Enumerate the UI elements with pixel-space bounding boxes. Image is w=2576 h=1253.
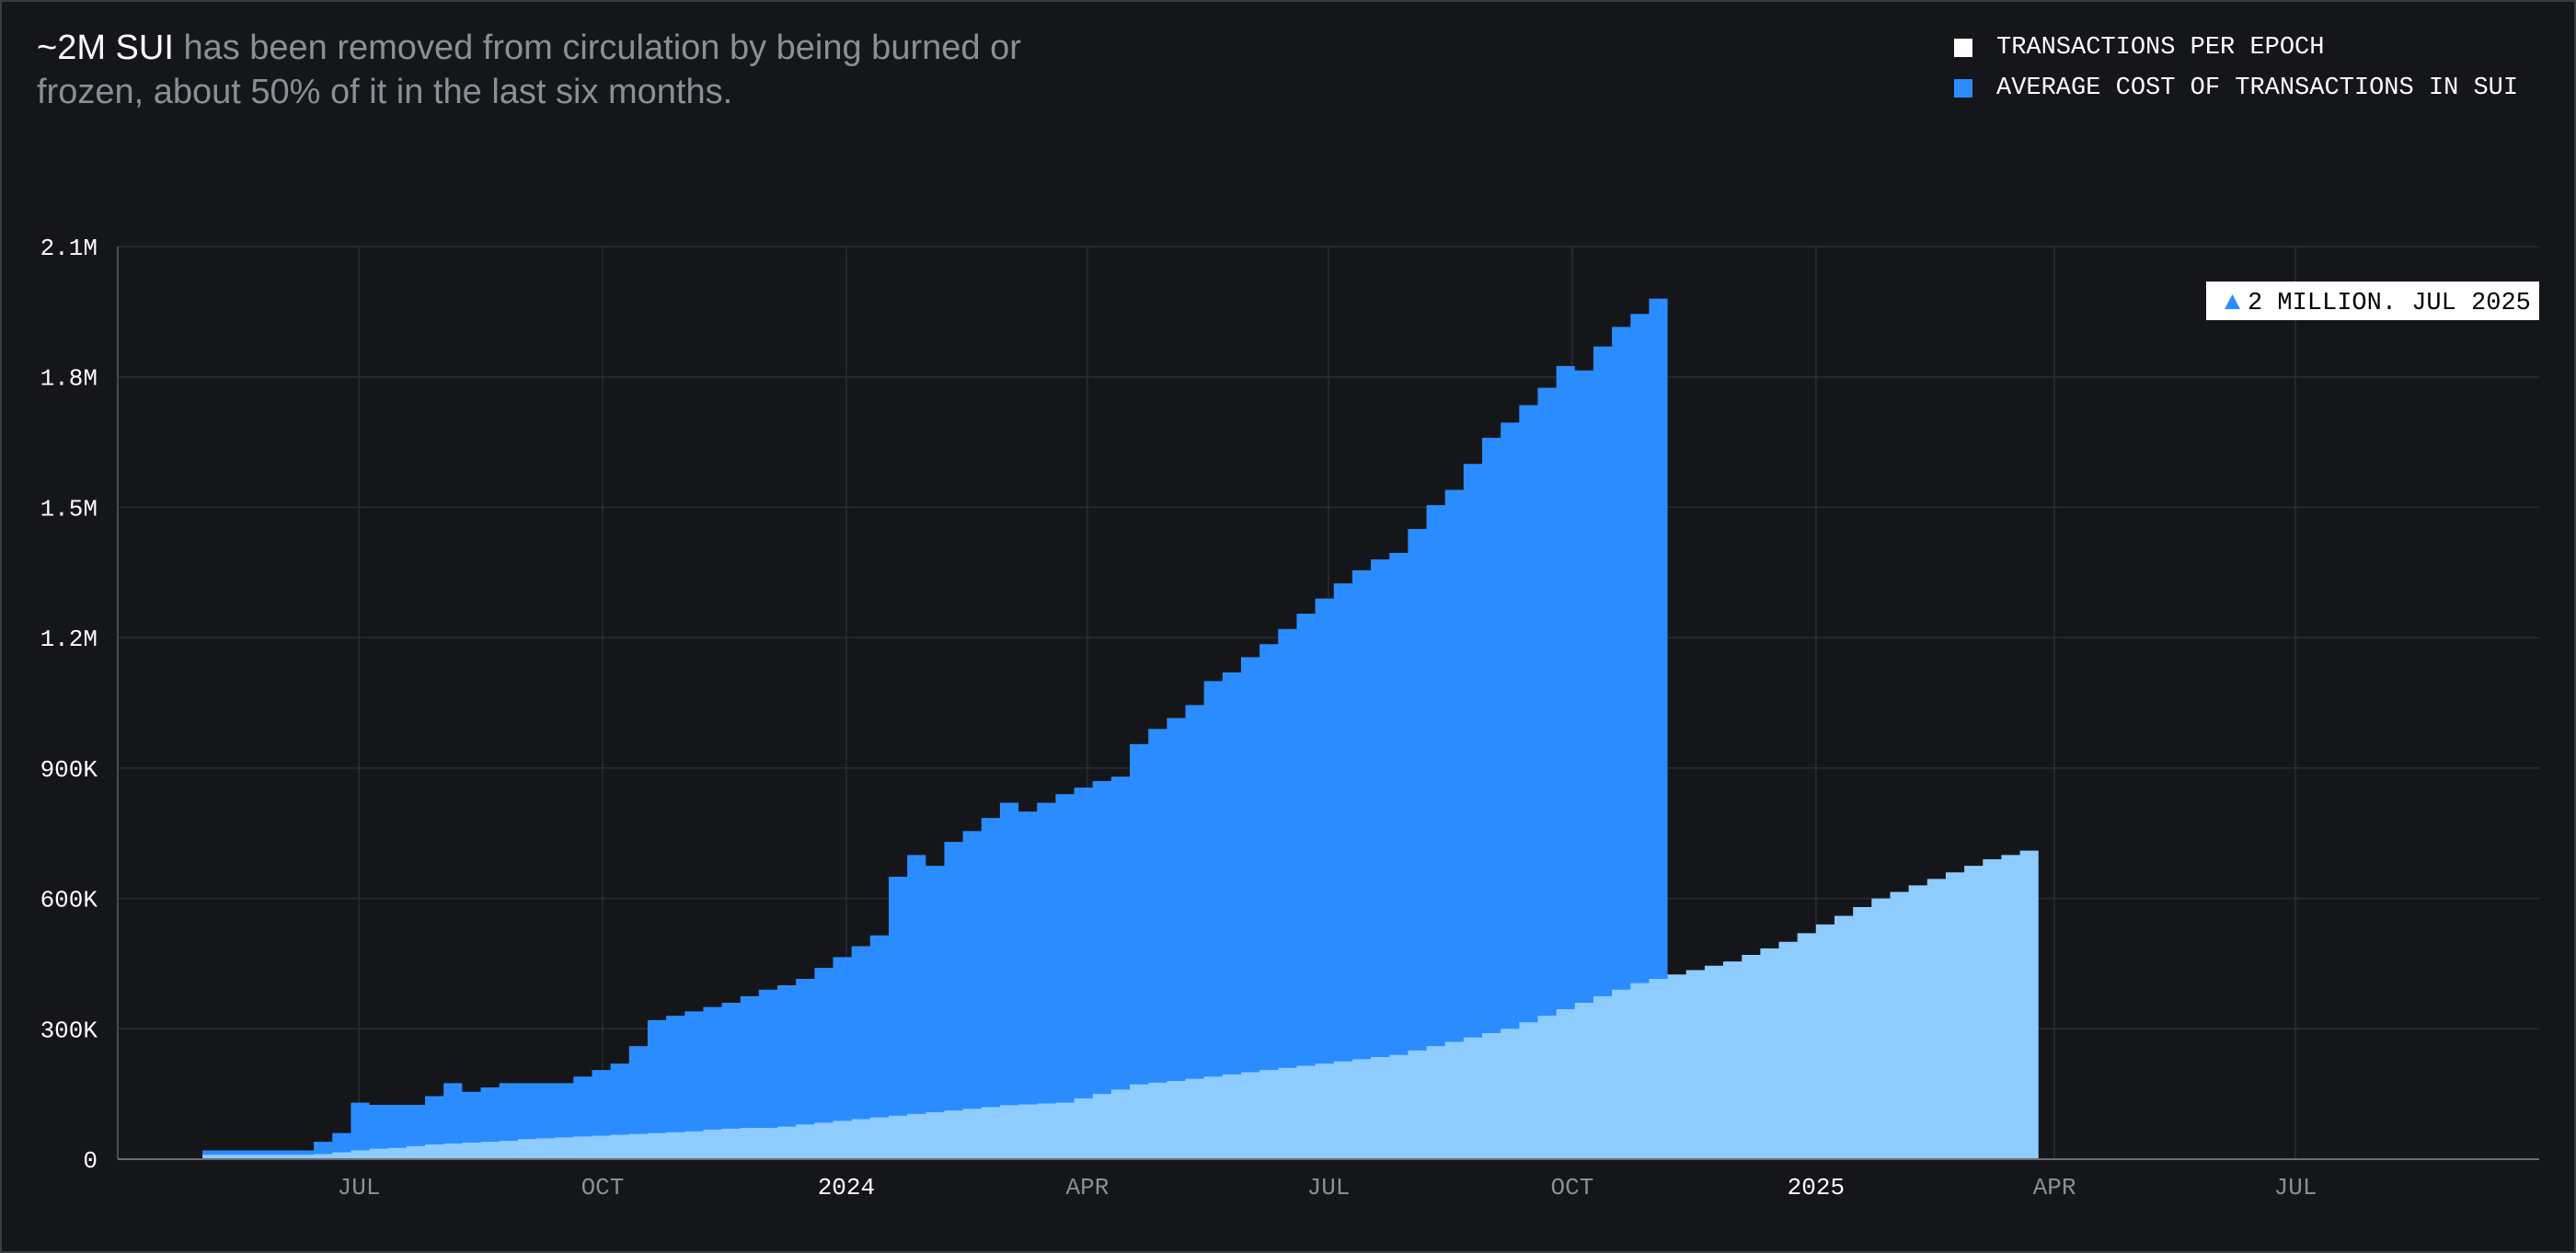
y-tick-label-0: 0	[83, 1147, 98, 1175]
y-tick-label-6: 1.8M	[40, 365, 98, 393]
y-axis-ticks: 0 300K 600K 900K 1.2M 1.5M 1.8M 2.1M	[40, 235, 98, 1175]
legend-swatch-transactions	[1954, 39, 1972, 57]
x-tick-label-8: JUL	[2274, 1174, 2317, 1201]
x-tick-label-1: OCT	[581, 1174, 625, 1201]
legend-item-average-cost: AVERAGE COST OF TRANSACTIONS IN SUI	[1954, 68, 2518, 109]
y-tick-label-7: 2.1M	[40, 235, 98, 262]
triangle-up-icon	[2225, 294, 2240, 309]
x-tick-label-2: 2024	[818, 1174, 875, 1201]
legend-label-average-cost: AVERAGE COST OF TRANSACTIONS IN SUI	[1996, 75, 2519, 102]
y-tick-label-1: 300K	[40, 1017, 98, 1044]
x-tick-label-0: JUL	[338, 1174, 381, 1201]
headline-highlight: ~2M SUI	[37, 29, 174, 67]
legend-label-transactions: TRANSACTIONS PER EPOCH	[1996, 34, 2325, 62]
y-tick-label-3: 900K	[40, 756, 98, 784]
legend: TRANSACTIONS PER EPOCH AVERAGE COST OF T…	[1954, 28, 2518, 109]
callout: 2 MILLION. JUL 2025	[2206, 282, 2539, 320]
x-tick-label-5: OCT	[1551, 1174, 1594, 1201]
x-axis-ticks: JUL OCT 2024 APR JUL OCT 2025 APR JUL	[338, 1174, 2317, 1201]
y-tick-label-2: 600K	[40, 887, 98, 914]
legend-item-transactions: TRANSACTIONS PER EPOCH	[1954, 28, 2518, 68]
x-tick-label-6: 2025	[1788, 1174, 1845, 1201]
x-tick-label-3: APR	[1066, 1174, 1110, 1201]
callout-box	[2206, 282, 2539, 320]
x-tick-label-4: JUL	[1307, 1174, 1351, 1201]
y-tick-label-5: 1.5M	[40, 495, 98, 523]
series-areas	[202, 298, 2039, 1160]
callout-text: 2 MILLION. JUL 2025	[2248, 290, 2531, 317]
headline-rest: has been removed from circulation by bei…	[37, 29, 1021, 111]
axes	[117, 247, 2539, 1160]
headline: ~2M SUI has been removed from circulatio…	[37, 26, 1030, 114]
x-tick-label-7: APR	[2033, 1174, 2076, 1201]
area-series-average-cost	[202, 298, 1668, 1160]
y-tick-label-4: 1.2M	[40, 626, 98, 653]
area-series-transactions	[202, 850, 2039, 1159]
legend-swatch-average-cost	[1954, 79, 1972, 98]
